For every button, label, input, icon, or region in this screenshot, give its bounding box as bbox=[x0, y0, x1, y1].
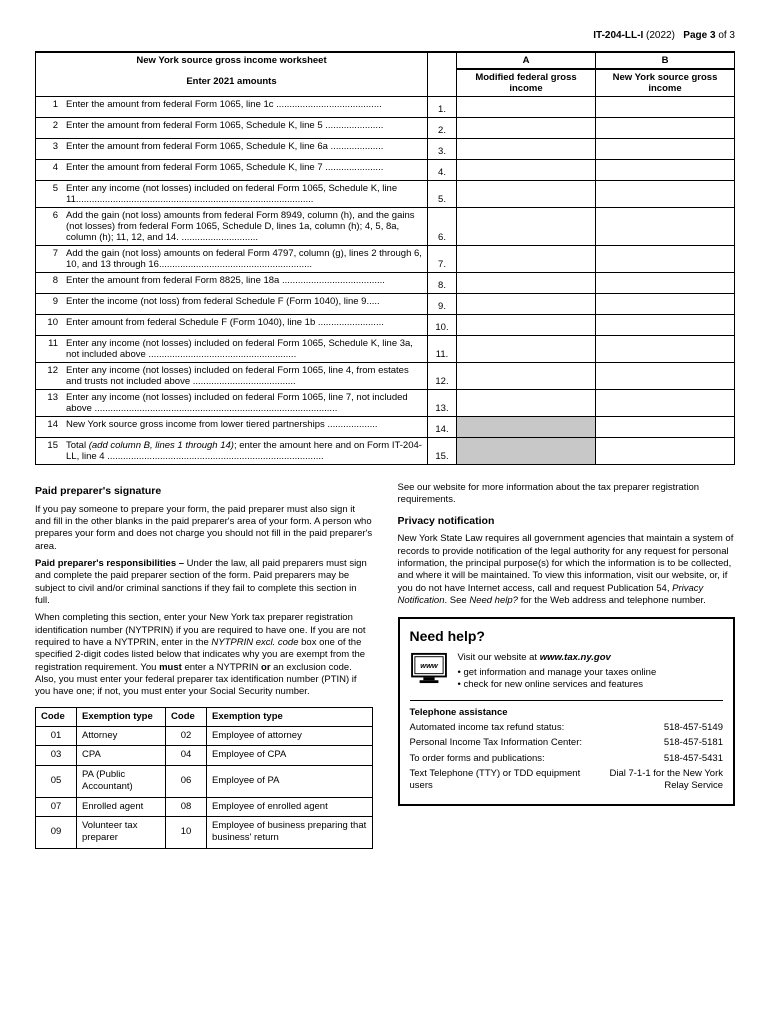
worksheet-row-10: 10Enter amount from federal Schedule F (… bbox=[36, 315, 735, 336]
worksheet-row-2: 2Enter the amount from federal Form 1065… bbox=[36, 118, 735, 139]
worksheet-subtitle: Enter 2021 amounts bbox=[40, 76, 423, 87]
type-header-2: Exemption type bbox=[207, 707, 372, 726]
form-year: (2022) bbox=[646, 30, 675, 41]
exemption-table: Code Exemption type Code Exemption type … bbox=[35, 707, 373, 849]
exemption-row: 05PA (Public Accountant)06Employee of PA bbox=[36, 765, 373, 797]
preparer-p2: Paid preparer's responsibilities – Under… bbox=[35, 558, 373, 607]
help-bullet-1: • get information and manage your taxes … bbox=[458, 667, 657, 679]
worksheet-row-3: 3Enter the amount from federal Form 1065… bbox=[36, 139, 735, 160]
right-column: See our website for more information abo… bbox=[398, 477, 736, 849]
worksheet-row-12: 12Enter any income (not losses) included… bbox=[36, 363, 735, 390]
website-info: See our website for more information abo… bbox=[398, 482, 736, 507]
worksheet-row-4: 4Enter the amount from federal Form 1065… bbox=[36, 160, 735, 181]
worksheet-row-6: 6Add the gain (not loss) amounts from fe… bbox=[36, 208, 735, 246]
exemption-row: 09Volunteer tax preparer10Employee of bu… bbox=[36, 816, 373, 848]
svg-text:www: www bbox=[420, 661, 439, 670]
help-title: Need help? bbox=[410, 627, 724, 645]
exemption-row: 03CPA04Employee of CPA bbox=[36, 746, 373, 765]
phone-row: Automated income tax refund status:518-4… bbox=[410, 722, 724, 734]
worksheet-title: New York source gross income worksheet bbox=[40, 55, 423, 66]
col-a-letter: A bbox=[457, 52, 596, 69]
worksheet-row-14: 14New York source gross income from lowe… bbox=[36, 417, 735, 438]
phone-heading: Telephone assistance bbox=[410, 707, 724, 719]
exemption-row: 07Enrolled agent08Employee of enrolled a… bbox=[36, 797, 373, 816]
preparer-heading: Paid preparer's signature bbox=[35, 485, 373, 499]
worksheet-row-1: 1Enter the amount from federal Form 1065… bbox=[36, 97, 735, 118]
phone-row: To order forms and publications:518-457-… bbox=[410, 753, 724, 765]
page-of: of 3 bbox=[718, 30, 735, 41]
code-header-2: Code bbox=[166, 707, 207, 726]
monitor-www-icon: www bbox=[410, 652, 448, 692]
worksheet-row-11: 11Enter any income (not losses) included… bbox=[36, 336, 735, 363]
help-bullet-2: • check for new online services and feat… bbox=[458, 679, 657, 691]
income-worksheet-table: New York source gross income worksheet E… bbox=[35, 51, 735, 465]
col-a-header: Modified federal gross income bbox=[457, 69, 596, 97]
col-b-header: New York source gross income bbox=[596, 69, 735, 97]
col-b-letter: B bbox=[596, 52, 735, 69]
left-column: Paid preparer's signature If you pay som… bbox=[35, 477, 373, 849]
page-num: Page 3 bbox=[683, 30, 715, 41]
worksheet-row-5: 5Enter any income (not losses) included … bbox=[36, 181, 735, 208]
phone-row: Personal Income Tax Information Center:5… bbox=[410, 737, 724, 749]
privacy-heading: Privacy notification bbox=[398, 515, 736, 529]
worksheet-row-13: 13Enter any income (not losses) included… bbox=[36, 390, 735, 417]
exemption-row: 01Attorney02Employee of attorney bbox=[36, 727, 373, 746]
worksheet-row-7: 7Add the gain (not loss) amounts on fede… bbox=[36, 246, 735, 273]
type-header-1: Exemption type bbox=[77, 707, 166, 726]
visit-website: Visit our website at www.tax.ny.gov bbox=[458, 652, 657, 664]
preparer-p1: If you pay someone to prepare your form,… bbox=[35, 504, 373, 553]
preparer-p3: When completing this section, enter your… bbox=[35, 612, 373, 698]
form-id: IT-204-LL-I bbox=[593, 30, 643, 41]
code-header-1: Code bbox=[36, 707, 77, 726]
page-header: IT-204-LL-I (2022) Page 3 of 3 bbox=[35, 30, 735, 41]
worksheet-row-15: 15Total (add column B, lines 1 through 1… bbox=[36, 438, 735, 465]
help-box: Need help? www Visit our website at www.… bbox=[398, 617, 736, 805]
privacy-text: New York State Law requires all governme… bbox=[398, 533, 736, 607]
tty-row: Text Telephone (TTY) or TDD equipment us… bbox=[410, 768, 724, 793]
worksheet-row-9: 9Enter the income (not loss) from federa… bbox=[36, 294, 735, 315]
worksheet-row-8: 8Enter the amount from federal Form 8825… bbox=[36, 273, 735, 294]
